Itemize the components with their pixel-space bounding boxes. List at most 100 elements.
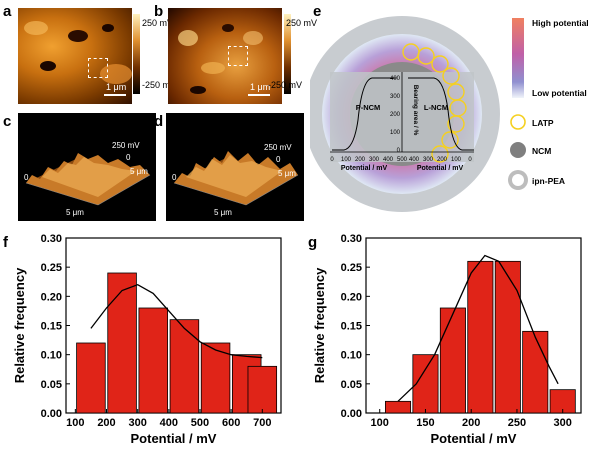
histogram-bar: [76, 342, 106, 414]
panel-e-letter: e: [313, 3, 322, 20]
x-tick-label: 600: [222, 417, 240, 429]
c-y-label: 5 μm: [130, 167, 148, 176]
histogram-bar: [138, 307, 168, 414]
afm-3d-image-d: 250 mV 0 5 μm 0 5 μm: [166, 113, 304, 221]
c-z-zero-label: 0: [126, 153, 131, 162]
e-left-tick: 200: [355, 157, 366, 163]
e-left-tick: 400: [383, 157, 394, 163]
y-tick-label: 0.30: [341, 233, 362, 245]
e-left-tick: 300: [369, 157, 380, 163]
y-tick-label: 0.25: [341, 262, 362, 274]
histogram-bar: [169, 319, 200, 414]
y-tick-label: 0.15: [41, 321, 62, 333]
e-right-tick: 400: [409, 157, 420, 163]
histogram-bar: [247, 365, 278, 414]
histogram-bar: [200, 342, 231, 414]
scale-label-b: 1 μm: [250, 82, 271, 92]
fit-curve: [397, 254, 559, 402]
x-axis-label: Potential / mV: [431, 431, 517, 446]
x-tick-label: 150: [416, 417, 434, 429]
legend-latp-label: LATP: [532, 118, 554, 128]
x-tick-label: 300: [128, 417, 146, 429]
panel-c-letter: c: [3, 113, 12, 130]
colorbar-b-top-label: 250 mV: [286, 18, 318, 28]
y-tick-label: 0.00: [341, 408, 362, 420]
legend-ipn-pea-label: ipn-PEA: [532, 176, 565, 186]
colorbar-b-bottom-label: -250 mV: [268, 80, 303, 90]
colorbar-b: [284, 14, 291, 94]
x-tick-label: 100: [371, 417, 389, 429]
y-axis-label: Relative frequency: [312, 267, 327, 383]
histogram-g: 100 150 200 250 300 0.00 0.05 0.10 0.15 0.20 0.25 0…: [312, 233, 582, 446]
afm-image-a: 1 μm: [18, 8, 132, 104]
panel-d-letter: d: [154, 113, 164, 130]
schematic-e: 0 100 200 300 400 500 400 300 200 100 0 …: [310, 16, 589, 212]
e-x-axis-label-right: Potential / mV: [417, 165, 464, 172]
y-tick-label: 0.20: [41, 291, 62, 303]
histogram-bar: [494, 260, 521, 414]
histogram-bar: [412, 354, 439, 414]
panel-b-letter: b: [154, 3, 164, 20]
x-tick-label: 700: [253, 417, 271, 429]
zoom-box-b: [228, 46, 248, 66]
afm-3d-surface-c: [25, 153, 151, 206]
l-ncm-label: L-NCM: [424, 103, 448, 112]
y-tick-label: 0.05: [41, 379, 62, 391]
e-left-tick: 100: [341, 157, 352, 163]
y-tick-label: 0.30: [41, 233, 62, 245]
legend-ncm-label: NCM: [532, 146, 551, 156]
c-z-top-label: 250 mV: [112, 141, 140, 150]
afm-image-b: 1 μm: [168, 8, 282, 104]
panel-a-letter: a: [3, 3, 12, 20]
d-z-zero-label: 0: [276, 155, 281, 164]
histogram-bar: [107, 272, 137, 414]
x-tick-label: 250: [508, 417, 526, 429]
zoom-box-a: [88, 58, 108, 78]
y-tick-label: 0.10: [41, 350, 62, 362]
c-x-zero-label: 0: [24, 173, 29, 182]
y-tick-label: 0.20: [341, 291, 362, 303]
colorbar-a-top-label: 250 mV: [142, 18, 174, 28]
e-y-tick: 200: [390, 112, 401, 118]
panel-f-letter: f: [3, 234, 8, 251]
legend-ncm-icon: [510, 142, 526, 158]
y-axis-label: Relative frequency: [12, 267, 27, 383]
d-z-top-label: 250 mV: [264, 143, 292, 152]
e-right-tick: 300: [423, 157, 434, 163]
legend-high-potential: High potential: [532, 18, 589, 28]
legend-latp-icon: [510, 114, 526, 130]
y-tick-label: 0.15: [341, 321, 362, 333]
e-y-tick: 0: [397, 148, 401, 154]
x-tick-label: 500: [191, 417, 209, 429]
l-ncm-curve: [408, 77, 474, 151]
afm-3d-surface-d: [173, 151, 299, 206]
histogram-f: 100 200 300 400 500 600 700 0.00 0.05 0.10 0.15 0.2…: [12, 233, 282, 446]
histogram-bar: [467, 260, 494, 414]
colorbar-a-bottom-label: -250 mV: [142, 80, 177, 90]
scale-bar-a: [104, 94, 126, 96]
histogram-bar: [439, 307, 466, 414]
histogram-bar: [384, 400, 412, 414]
y-tick-label: 0.10: [341, 350, 362, 362]
e-x-axis-label-left: Potential / mV: [341, 165, 388, 172]
d-y-label: 5 μm: [278, 169, 296, 178]
p-ncm-curve: [332, 77, 396, 151]
y-tick-label: 0.25: [41, 262, 62, 274]
scale-bar-b: [248, 94, 270, 96]
e-left-tick: 500: [397, 157, 408, 163]
e-right-tick: 200: [437, 157, 448, 163]
d-x-zero-label: 0: [172, 173, 177, 182]
x-axis-label: Potential / mV: [131, 431, 217, 446]
e-left-tick: 0: [330, 157, 334, 163]
e-y-tick: 400: [390, 76, 401, 82]
afm-3d-image-c: 250 mV 0 5 μm 0 5 μm: [18, 113, 156, 221]
y-tick-label: 0.05: [341, 379, 362, 391]
c-x-label: 5 μm: [66, 208, 84, 217]
e-y-tick: 300: [390, 94, 401, 100]
x-tick-label: 300: [554, 417, 572, 429]
y-tick-label: 0.00: [41, 408, 62, 420]
e-y-axis-label: Bearing area / %: [412, 85, 419, 136]
e-right-tick: 0: [468, 157, 472, 163]
x-tick-label: 200: [97, 417, 115, 429]
x-tick-label: 200: [462, 417, 480, 429]
